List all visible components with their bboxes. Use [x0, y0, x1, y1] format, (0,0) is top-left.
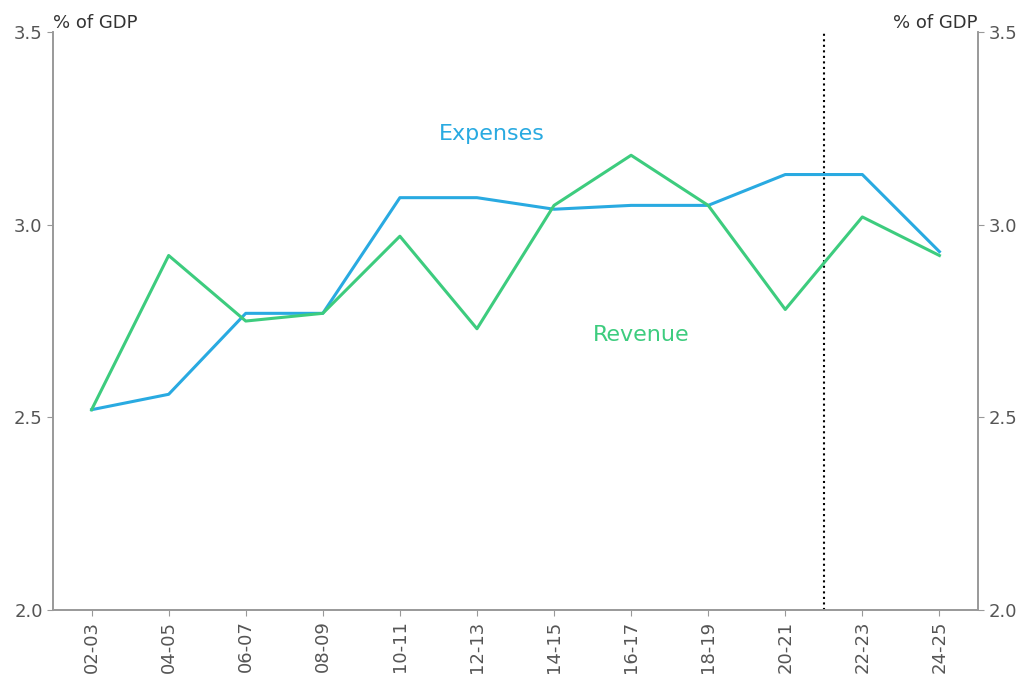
Text: Expenses: Expenses: [438, 124, 544, 144]
Text: % of GDP: % of GDP: [894, 14, 978, 32]
Text: % of GDP: % of GDP: [53, 14, 137, 32]
Text: Revenue: Revenue: [593, 325, 689, 345]
